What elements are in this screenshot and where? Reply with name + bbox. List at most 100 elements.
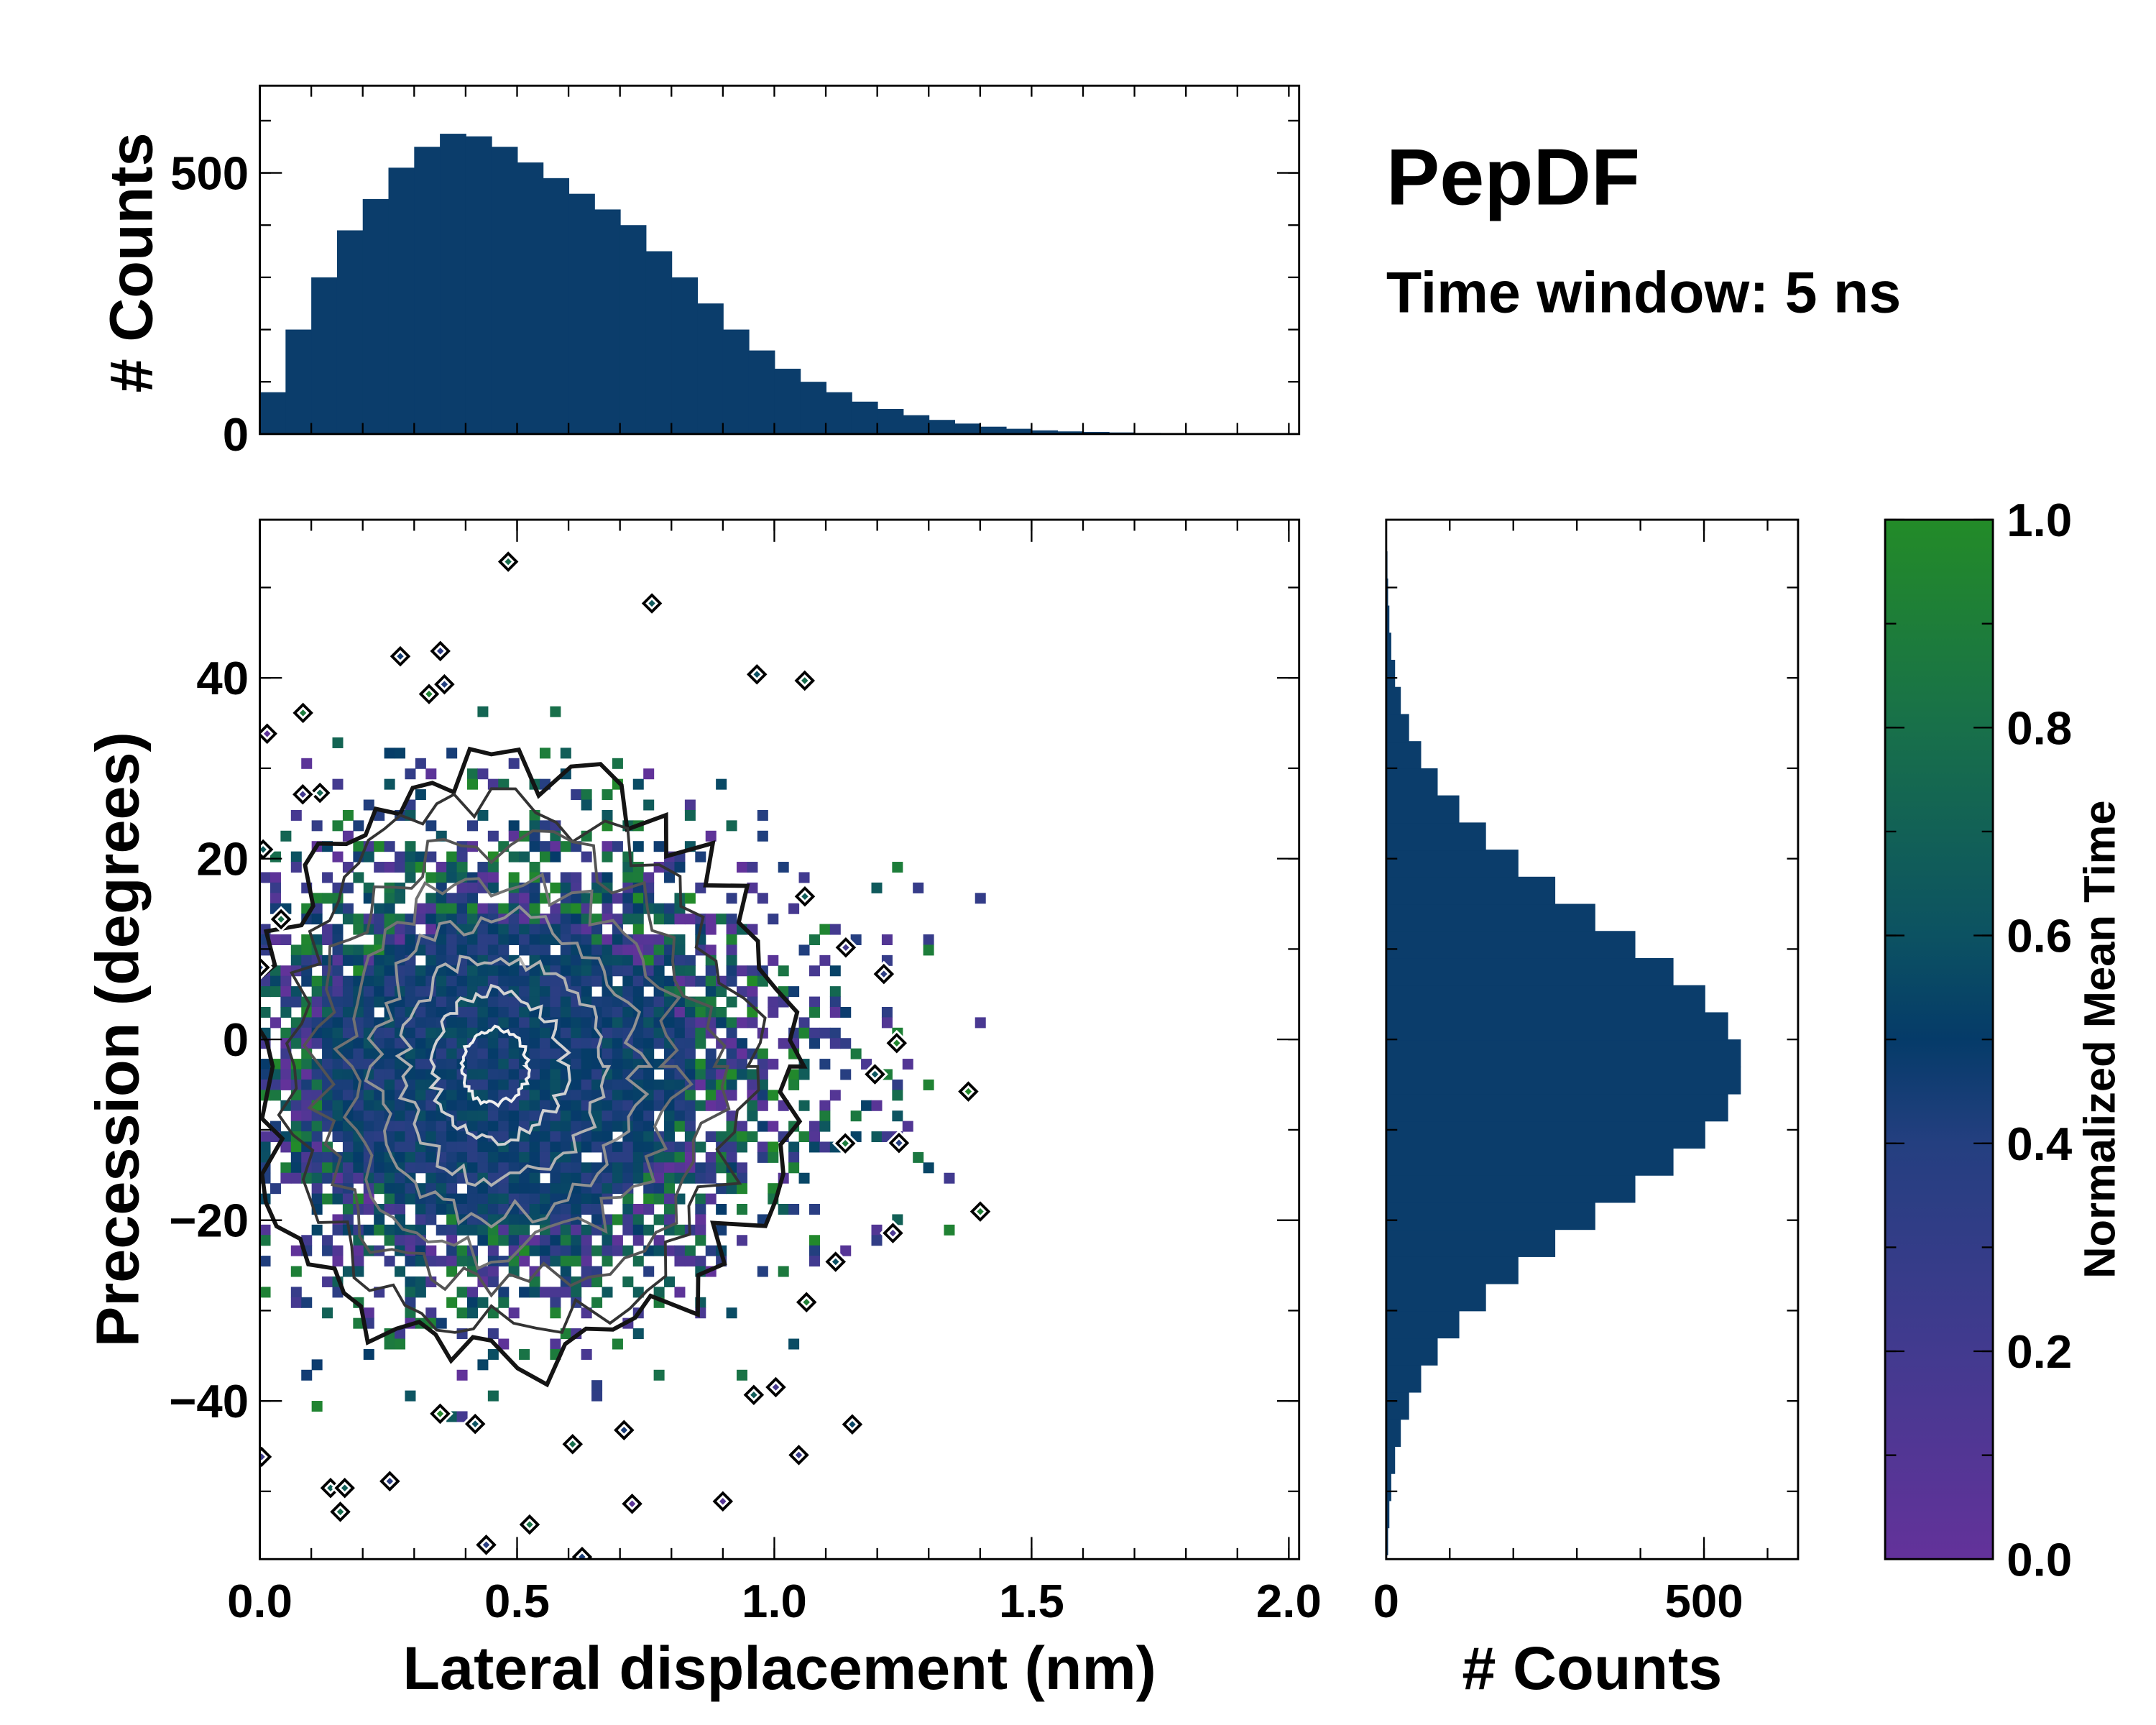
histogram-bar [1386, 1174, 1636, 1203]
top-y-axis-label: # Counts [97, 132, 165, 392]
heatmap-cell [467, 1048, 478, 1059]
heatmap-cell [353, 944, 364, 956]
heatmap-cell [405, 965, 416, 977]
heatmap-cell [301, 1069, 313, 1080]
heatmap-cell [612, 1048, 623, 1059]
heatmap-cell [581, 1172, 592, 1184]
contour-marker-halo [259, 1092, 261, 1095]
heatmap-cell [508, 914, 520, 925]
heatmap-cell [632, 996, 644, 1008]
heatmap-cell [519, 914, 530, 925]
heatmap-cell [477, 1141, 489, 1153]
heatmap-cell [446, 934, 458, 945]
heatmap-cell [643, 1079, 655, 1090]
heatmap-cell [664, 1141, 676, 1153]
heatmap-cell [280, 830, 292, 842]
heatmap-cell [342, 1204, 354, 1215]
colorbar-tick-label: 0.2 [2007, 1325, 2072, 1378]
heatmap-cell [612, 1245, 623, 1256]
heatmap-cell [591, 996, 603, 1008]
heatmap-cell [737, 862, 747, 873]
heatmap-cell [363, 986, 374, 998]
heatmap-cell [519, 1090, 530, 1101]
heatmap-cell [829, 965, 841, 977]
contour-marker-halo [162, 1161, 179, 1177]
heatmap-cell [653, 1079, 665, 1090]
heatmap-cell [550, 1287, 561, 1298]
contour-marker-halo [791, 667, 819, 694]
histogram-bar [1386, 1338, 1438, 1366]
heatmap-cell [477, 1183, 489, 1195]
heatmap-cell [487, 944, 499, 956]
heatmap-cell [850, 1048, 862, 1059]
contour-marker [430, 1403, 451, 1425]
contour-marker-halo [178, 872, 195, 888]
heatmap-cell [311, 1359, 323, 1371]
heatmap-cell [757, 1266, 768, 1277]
heatmap-cell [726, 996, 737, 1008]
heatmap-cell [436, 1131, 447, 1143]
heatmap-cell [446, 1027, 458, 1039]
heatmap-cell [808, 1121, 820, 1132]
heatmap-cell [322, 1307, 333, 1319]
heatmap-cell [747, 965, 758, 977]
heatmap-cell [395, 1193, 406, 1205]
contour-marker [259, 839, 274, 860]
heatmap-cell [436, 996, 447, 1008]
heatmap-cell [539, 1131, 550, 1143]
heatmap-cell [726, 1151, 737, 1163]
heatmap-cell [508, 1214, 520, 1225]
heatmap-cell [384, 841, 395, 852]
heatmap-cell [311, 975, 323, 987]
heatmap-cell [311, 1079, 323, 1090]
heatmap-cell [332, 954, 344, 966]
heatmap-cell [456, 1110, 468, 1122]
y-tick-label: 20 [196, 833, 249, 886]
heatmap-cell [301, 975, 313, 987]
heatmap-cell [622, 934, 634, 945]
heatmap-cell [425, 975, 437, 987]
heatmap-cell [684, 1069, 696, 1080]
heatmap-cell [301, 1027, 313, 1039]
heatmap-cell [612, 1069, 623, 1080]
heatmap-cell [405, 1287, 416, 1298]
heatmap-cell [653, 1151, 665, 1163]
heatmap-cell [798, 944, 810, 956]
heatmap-cell [415, 1027, 426, 1039]
histogram-bar [1386, 1419, 1401, 1448]
contour-marker-halo [259, 965, 262, 970]
heatmap-cell [332, 924, 344, 935]
y-tick-label: 0 [223, 408, 249, 461]
heatmap-cell [581, 1006, 592, 1018]
heatmap-cell [290, 1297, 302, 1308]
heatmap-cell [581, 893, 592, 904]
heatmap-cell [747, 1100, 758, 1111]
heatmap-cell [768, 1090, 779, 1101]
heatmap-cell [405, 1235, 416, 1246]
heatmap-cell [674, 1224, 686, 1236]
heatmap-cell [788, 1151, 800, 1163]
heatmap-cell [653, 996, 665, 1008]
heatmap-cell [581, 924, 592, 935]
heatmap-cell [871, 1235, 883, 1246]
heatmap-cell [332, 1245, 344, 1256]
heatmap-cell [446, 1038, 458, 1049]
heatmap-cell [684, 975, 696, 987]
heatmap-cell [477, 1069, 489, 1080]
heatmap-cell [632, 1204, 644, 1215]
heatmap-cell [571, 1151, 582, 1163]
heatmap-cell [653, 1193, 665, 1205]
heatmap-cell [415, 1204, 426, 1215]
heatmap-cell [405, 1276, 416, 1287]
histogram-bar [645, 251, 673, 434]
heatmap-cell [519, 1131, 530, 1143]
heatmap-cell [498, 996, 510, 1008]
heatmap-cell [519, 1100, 530, 1111]
heatmap-cell [571, 1204, 582, 1215]
heatmap-cell [674, 1006, 686, 1018]
heatmap-cell [695, 1193, 706, 1205]
heatmap-cell [944, 1224, 955, 1236]
heatmap-cell [726, 1027, 737, 1039]
heatmap-cell [342, 1048, 354, 1059]
heatmap-cell [768, 1059, 779, 1070]
